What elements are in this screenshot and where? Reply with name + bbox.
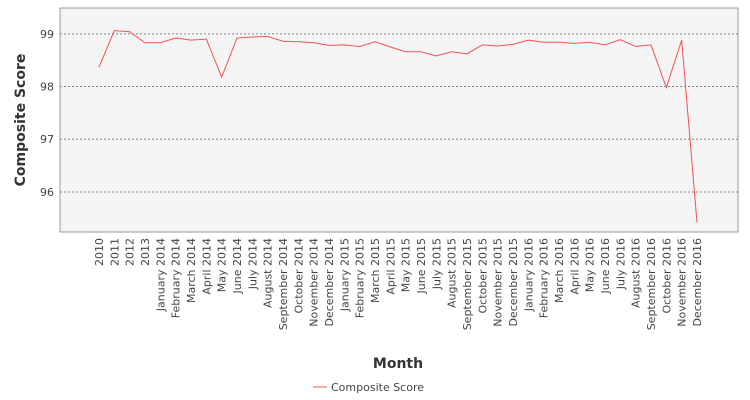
x-tick-label: March 2015 — [369, 238, 382, 303]
x-tick-label: October 2015 — [476, 238, 489, 314]
x-tick-label: October 2014 — [292, 238, 305, 314]
x-tick-label: July 2016 — [614, 238, 627, 290]
x-tick-label: January 2015 — [338, 238, 351, 312]
x-tick-label: July 2014 — [246, 238, 259, 290]
x-tick-label: February 2016 — [538, 238, 551, 318]
y-tick-label: 96 — [40, 186, 54, 199]
x-tick-label: April 2014 — [200, 238, 213, 295]
x-tick-label: November 2015 — [492, 238, 505, 327]
plot-area — [59, 7, 739, 233]
x-tick-label: February 2014 — [170, 238, 183, 318]
x-tick-label: June 2015 — [415, 238, 428, 294]
x-tick-label: March 2014 — [185, 238, 198, 303]
x-tick-label: August 2015 — [446, 238, 459, 308]
x-tick-label: May 2016 — [584, 238, 597, 292]
x-tick-label: January 2016 — [522, 238, 535, 312]
x-tick-label: October 2016 — [660, 238, 673, 314]
x-tick-label: August 2014 — [262, 238, 275, 308]
x-tick-label: June 2014 — [231, 238, 244, 294]
x-tick-label: December 2014 — [323, 238, 336, 327]
x-axis-title: Month — [373, 356, 423, 372]
x-tick-label: November 2014 — [308, 238, 321, 327]
x-tick-label: 2010 — [93, 238, 106, 266]
x-tick-label: April 2016 — [568, 238, 581, 295]
x-tick-label: May 2014 — [216, 238, 229, 292]
y-tick-label: 99 — [40, 28, 54, 41]
x-tick-label: September 2016 — [645, 238, 658, 330]
x-tick-label: 2012 — [124, 238, 137, 266]
y-tick-label: 98 — [40, 81, 54, 94]
x-tick-label: July 2015 — [430, 238, 443, 290]
x-tick-label: April 2015 — [384, 238, 397, 295]
x-tick-label: September 2015 — [461, 238, 474, 330]
x-tick-label: May 2015 — [400, 238, 413, 292]
y-tick-label: 97 — [40, 133, 54, 146]
line-series — [98, 30, 698, 223]
y-axis-title: Composite Score — [13, 54, 29, 187]
x-tick-label: September 2014 — [277, 238, 290, 330]
x-tick-label: 2011 — [108, 238, 121, 266]
x-tick-label: January 2014 — [154, 238, 167, 312]
x-tick-label: August 2016 — [630, 238, 643, 308]
x-tick-label: 2013 — [139, 238, 152, 266]
x-tick-label: March 2016 — [553, 238, 566, 303]
x-tick-label: November 2016 — [676, 238, 689, 327]
x-tick-label: December 2016 — [691, 238, 704, 327]
legend-label: Composite Score — [331, 381, 424, 394]
x-tick-label: December 2015 — [507, 238, 520, 327]
x-tick-label: June 2016 — [599, 238, 612, 294]
x-tick-label: February 2015 — [354, 238, 367, 318]
